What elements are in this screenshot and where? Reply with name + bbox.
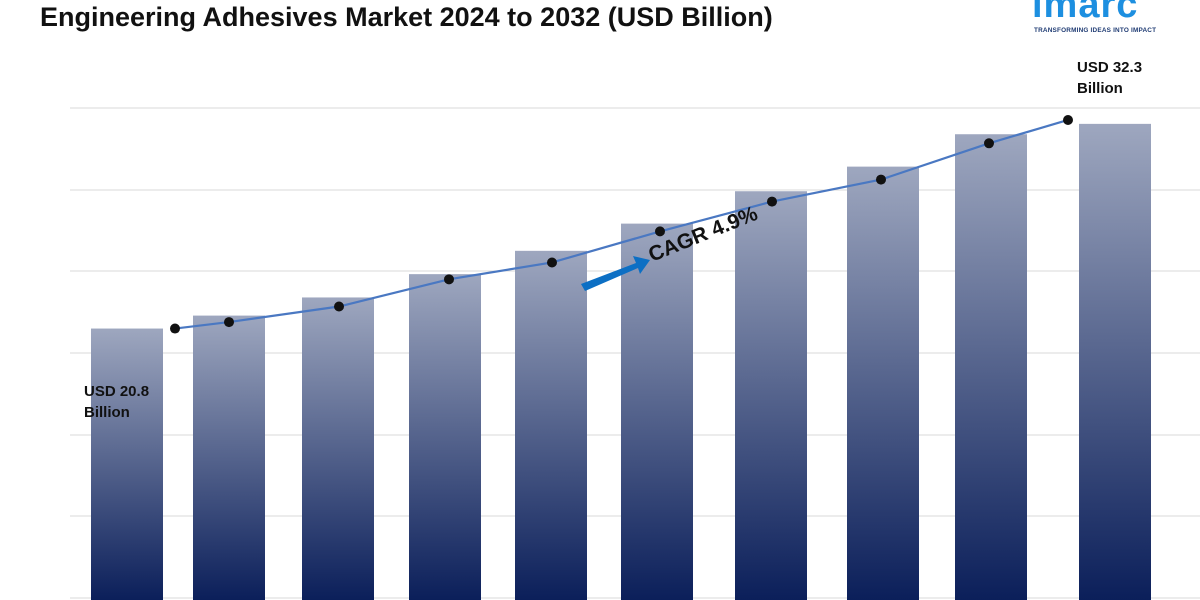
trend-point bbox=[1063, 114, 1073, 125]
bar bbox=[621, 223, 693, 600]
bar bbox=[193, 315, 265, 600]
logo-tagline: TRANSFORMING IDEAS INTO IMPACT bbox=[1034, 27, 1157, 34]
trend-point bbox=[444, 274, 454, 285]
cagr-arrow-icon bbox=[581, 256, 650, 291]
trend-line bbox=[174, 118, 1069, 330]
bar bbox=[91, 328, 163, 600]
end-annotation: USD 32.3 Billion bbox=[1077, 59, 1142, 97]
trend-points bbox=[170, 114, 1073, 334]
bars bbox=[91, 123, 1151, 600]
bar bbox=[409, 274, 481, 600]
trend-point bbox=[170, 323, 180, 334]
trend-line-path bbox=[174, 118, 1069, 330]
bar bbox=[847, 166, 919, 600]
trend-point bbox=[767, 196, 777, 207]
bar bbox=[302, 297, 374, 600]
logo-wordmark: imarc bbox=[1032, 0, 1139, 26]
start-unit-label: Billion bbox=[84, 404, 130, 421]
trend-point bbox=[547, 257, 557, 268]
trend-point bbox=[224, 317, 234, 328]
trend-point bbox=[984, 138, 994, 149]
end-unit-label: Billion bbox=[1077, 80, 1123, 97]
bar bbox=[515, 250, 587, 600]
bar bbox=[735, 191, 807, 600]
start-value-label: USD 20.8 bbox=[84, 383, 149, 400]
imarc-logo: imarc TRANSFORMING IDEAS INTO IMPACT bbox=[1032, 0, 1182, 40]
trend-point bbox=[876, 174, 886, 185]
chart-title: Engineering Adhesives Market 2024 to 203… bbox=[40, 2, 773, 32]
trend-point bbox=[655, 226, 665, 237]
end-value-label: USD 32.3 bbox=[1077, 59, 1142, 76]
trend-point bbox=[334, 301, 344, 312]
start-annotation: USD 20.8 Billion bbox=[84, 383, 149, 421]
bar bbox=[955, 134, 1027, 600]
bar bbox=[1079, 123, 1151, 600]
